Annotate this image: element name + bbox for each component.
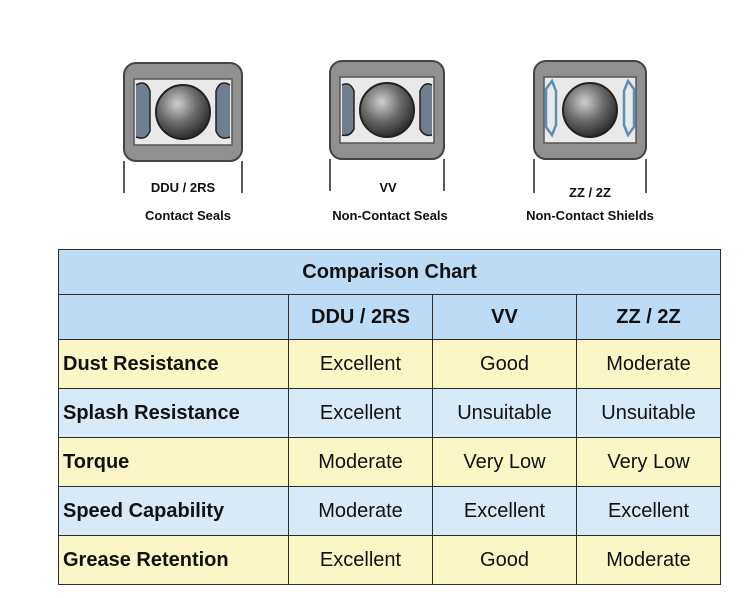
table-cell: Moderate — [288, 437, 433, 487]
table-cell: Good — [432, 535, 577, 585]
bearing-description: Non-Contact Shields — [526, 208, 654, 223]
table-cell: Excellent — [288, 535, 433, 585]
table-cell: Good — [432, 339, 577, 389]
table-cell: Very Low — [432, 437, 577, 487]
table-cell: Excellent — [432, 486, 577, 536]
bearing-ddu-2rs: DDU / 2RS Contact Seals — [88, 55, 288, 230]
column-header — [58, 294, 289, 340]
table-cell: Very Low — [575, 437, 722, 487]
row-label: Torque — [58, 437, 289, 487]
contact-seal-bearing-icon — [123, 62, 243, 193]
shield-bearing-icon — [533, 60, 647, 193]
non-contact-seal-bearing-icon — [329, 60, 445, 191]
table-cell: Excellent — [288, 388, 433, 438]
bearing-description: Non-Contact Seals — [332, 208, 448, 223]
column-header: ZZ / 2Z — [575, 294, 722, 340]
column-header: DDU / 2RS — [288, 294, 433, 340]
table-row: Torque Moderate Very Low Very Low — [58, 437, 722, 487]
row-label: Grease Retention — [58, 535, 289, 585]
bearing-code: ZZ / 2Z — [569, 185, 611, 200]
table-cell: Excellent — [575, 486, 722, 536]
row-label: Splash Resistance — [58, 388, 289, 438]
row-label: Speed Capability — [58, 486, 289, 536]
bearing-code: DDU / 2RS — [150, 180, 216, 195]
row-label: Dust Resistance — [58, 339, 289, 389]
table-cell: Unsuitable — [432, 388, 577, 438]
bearing-description: Contact Seals — [145, 208, 231, 223]
table-cell: Unsuitable — [575, 388, 722, 438]
table-row: Dust Resistance Excellent Good Moderate — [58, 339, 722, 389]
table-header-row: DDU / 2RS VV ZZ / 2Z — [58, 294, 722, 340]
bearing-code: VV — [379, 180, 397, 195]
table-row: Grease Retention Excellent Good Moderate — [58, 535, 722, 585]
table-title: Comparison Chart — [57, 249, 722, 295]
bearing-vv: VV Non-Contact Seals — [290, 55, 490, 230]
table-row: Splash Resistance Excellent Unsuitable U… — [58, 388, 722, 438]
table-cell: Moderate — [288, 486, 433, 536]
table-row: Speed Capability Moderate Excellent Exce… — [58, 486, 722, 536]
table-cell: Moderate — [575, 339, 722, 389]
bearing-zz-2z: ZZ / 2Z Non-Contact Shields — [490, 55, 690, 230]
table-cell: Moderate — [575, 535, 722, 585]
table-cell: Excellent — [288, 339, 433, 389]
comparison-table: Comparison Chart DDU / 2RS VV ZZ / 2Z Du… — [57, 249, 722, 585]
column-header: VV — [432, 294, 577, 340]
